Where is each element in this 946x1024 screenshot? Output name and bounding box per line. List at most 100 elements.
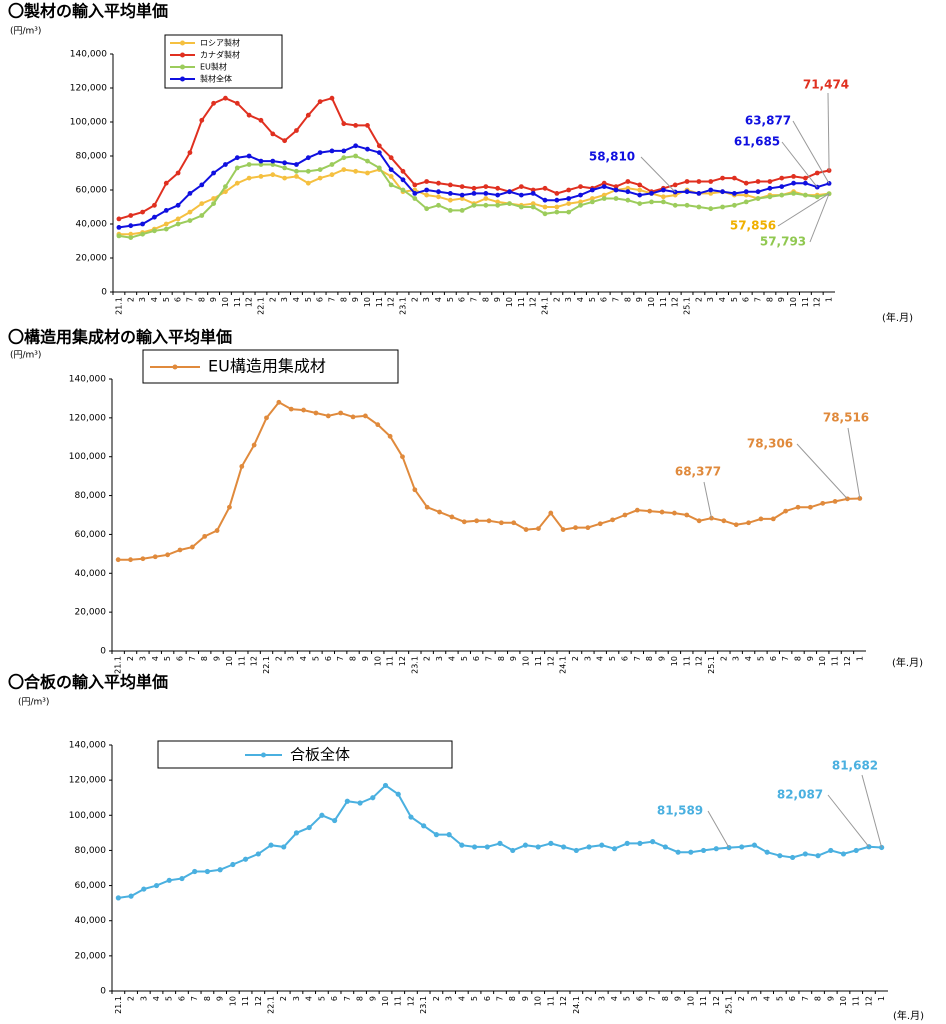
data-point — [536, 526, 541, 531]
data-point — [511, 520, 517, 526]
x-tick-label: 5 — [317, 996, 326, 1001]
data-point — [554, 197, 560, 203]
data-point — [624, 840, 630, 847]
data-point — [424, 179, 430, 184]
data-point — [518, 192, 524, 198]
legend-marker — [180, 64, 185, 70]
x-tick-label: 8 — [508, 996, 517, 1001]
x-tick-label: 1 — [825, 297, 834, 302]
value-label: 71,474 — [803, 78, 849, 92]
data-point — [660, 199, 666, 205]
data-point — [743, 180, 749, 186]
data-point — [412, 191, 418, 196]
x-tick-label: 3 — [597, 996, 606, 1001]
label-leader — [861, 774, 883, 848]
legend-label: EU製材 — [200, 62, 227, 72]
y-tick-label: 0 — [100, 647, 106, 657]
data-point — [660, 194, 666, 200]
data-point — [783, 508, 789, 514]
y-tick-label: 40,000 — [76, 220, 108, 230]
data-point — [306, 824, 312, 831]
value-label: 78,516 — [823, 411, 869, 425]
y-tick-label: 120,000 — [70, 84, 107, 94]
x-tick-label: 4 — [150, 297, 159, 302]
x-tick-label: 10 — [505, 297, 514, 307]
y-tick-label: 100,000 — [69, 452, 106, 462]
data-point — [713, 846, 719, 852]
data-point — [365, 123, 370, 128]
x-tick-label: 6 — [620, 656, 629, 661]
x-tick-label: 11 — [517, 297, 526, 307]
x-tick-label: 6 — [458, 297, 467, 302]
data-point — [746, 520, 751, 526]
data-point — [461, 519, 467, 525]
data-point — [637, 187, 643, 193]
y-tick-label: 20,000 — [76, 254, 108, 264]
data-point — [459, 192, 465, 198]
data-point — [412, 182, 418, 188]
x-tick-label: 9 — [521, 996, 530, 1001]
x-tick-label: 5 — [304, 297, 313, 302]
x-tick-label: 4 — [151, 656, 160, 661]
data-point — [246, 175, 252, 181]
x-tick-label: 7 — [327, 297, 336, 302]
x-tick-label: 8 — [203, 996, 212, 1001]
x-tick-label: 3 — [139, 996, 148, 1001]
data-point — [637, 840, 643, 847]
x-tick-label: 5 — [470, 996, 479, 1001]
x-tick-label: 12 — [695, 656, 704, 666]
data-point — [672, 202, 678, 208]
data-point — [803, 175, 808, 181]
data-point — [731, 202, 737, 208]
x-tick-label: 4 — [305, 996, 314, 1001]
x-tick-label: 8 — [497, 656, 506, 661]
data-point — [163, 221, 169, 227]
label-leader — [827, 794, 870, 848]
x-tick-label: 6 — [769, 656, 778, 661]
value-label: 78,306 — [747, 437, 793, 451]
x-tick-label: 9 — [509, 656, 518, 661]
data-point — [436, 194, 441, 200]
data-point — [471, 185, 477, 191]
data-point — [471, 202, 477, 208]
data-point — [791, 180, 796, 186]
legend-marker — [180, 40, 185, 46]
data-point — [258, 158, 264, 164]
legend-label: 合板全体 — [290, 746, 350, 764]
data-point — [202, 533, 208, 539]
x-tick-label: 5 — [756, 656, 765, 661]
x-tick-label: 24.1 — [541, 297, 550, 315]
data-point — [395, 791, 401, 797]
data-point — [187, 191, 193, 196]
x-tick-label: 10 — [228, 996, 237, 1006]
x-tick-label: 7 — [336, 656, 345, 661]
data-point — [647, 508, 653, 514]
x-tick-label: 8 — [623, 297, 632, 302]
data-point — [421, 823, 427, 829]
data-point — [199, 117, 205, 123]
x-tick-label: 25.1 — [724, 996, 733, 1014]
data-point — [820, 500, 826, 506]
data-point — [495, 185, 501, 191]
data-point — [777, 853, 783, 859]
x-tick-label: 4 — [744, 656, 753, 661]
data-point — [566, 201, 572, 207]
chart-title: 〇合板の輸入平均単価 — [8, 673, 168, 692]
x-tick-label: 8 — [645, 656, 654, 661]
x-tick-label: 8 — [814, 996, 823, 1001]
x-tick-label: 7 — [485, 656, 494, 661]
data-point — [474, 518, 480, 524]
x-tick-label: 3 — [583, 656, 592, 661]
data-point — [662, 844, 668, 850]
x-tick-label: 7 — [190, 996, 199, 1001]
data-point — [554, 191, 560, 196]
data-point — [258, 174, 264, 179]
data-point — [128, 231, 134, 237]
x-tick-label: 2 — [719, 656, 728, 661]
data-point — [597, 521, 603, 527]
x-tick-label: 7 — [343, 996, 352, 1001]
x-tick-label: 7 — [754, 297, 763, 302]
x-tick-label: 12 — [406, 996, 415, 1006]
data-point — [601, 184, 607, 190]
x-tick-label: 23.1 — [419, 996, 428, 1014]
